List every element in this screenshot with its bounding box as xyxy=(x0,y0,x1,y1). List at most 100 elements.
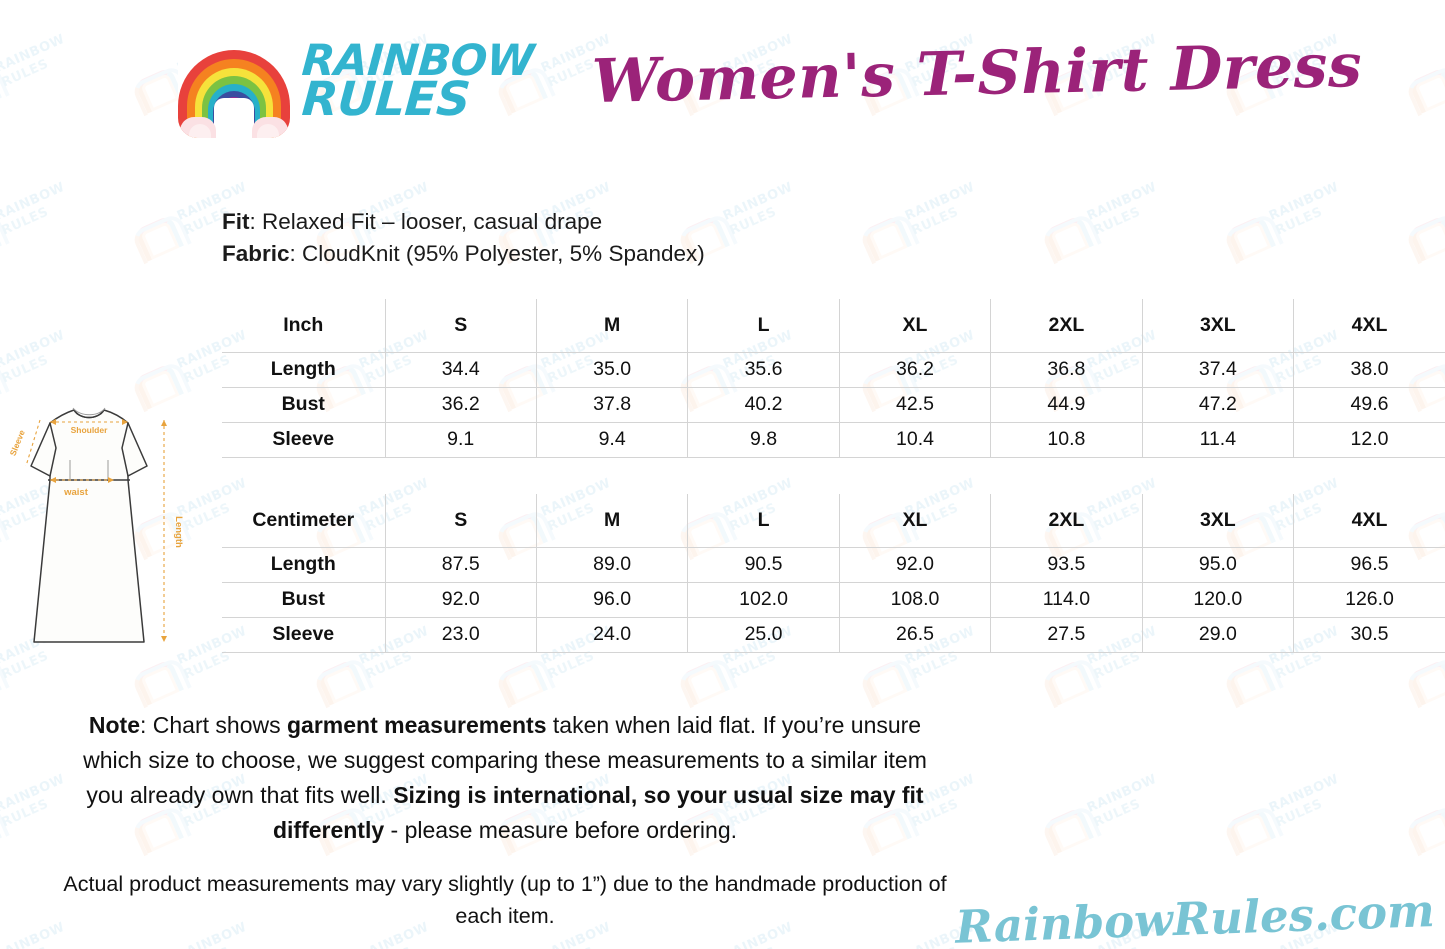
watermark-text-line2: RULES xyxy=(0,648,51,683)
watermark-rainbow-icon xyxy=(1225,806,1277,854)
table-cell: 89.0 xyxy=(536,546,689,583)
table-cell: 12.0 xyxy=(1293,421,1445,458)
table-row: Length 87.5 89.0 90.5 92.0 93.5 95.0 96.5 xyxy=(222,546,1445,583)
table-size-header: M xyxy=(536,299,689,353)
table-body: Length 87.5 89.0 90.5 92.0 93.5 95.0 96.5 Bust 92… xyxy=(222,546,1445,653)
disclaimer-paragraph: Actual product measurements may vary sli… xyxy=(63,872,947,929)
table-row: Bust 36.2 37.8 40.2 42.5 44.9 47.2 49.6 xyxy=(222,386,1445,423)
table-body: Length 34.4 35.0 35.6 36.2 36.8 37.4 38.0 Bust 36… xyxy=(222,351,1445,458)
table-cell: 114.0 xyxy=(990,581,1143,618)
dress-technical-drawing: Shoulder waist Sleeve Length xyxy=(4,392,210,650)
watermark-rainbow-icon xyxy=(1043,806,1095,854)
table-cell: 42.5 xyxy=(839,386,992,423)
table-cell: 44.9 xyxy=(990,386,1143,423)
watermark-text-line2: RULES xyxy=(545,945,596,949)
watermark-text-line2: RULES xyxy=(909,648,961,683)
table-cell: 108.0 xyxy=(839,581,992,618)
watermark-text-line1: RAINBOW xyxy=(902,179,978,224)
watermark-rainbow-icon xyxy=(0,806,3,854)
watermark-rainbow-icon xyxy=(0,510,3,558)
table-cell: 34.4 xyxy=(385,351,537,388)
table-unit-header: Centimeter xyxy=(222,494,386,548)
watermark-text-line2: RULES xyxy=(727,648,779,683)
watermark-rainbow-icon xyxy=(1043,658,1095,706)
table-cell: 49.6 xyxy=(1293,386,1445,423)
cloud-icon xyxy=(178,112,290,138)
watermark-text-line2: RULES xyxy=(1273,204,1325,239)
table-header-row: Inch S M L XL 2XL 3XL 4XL xyxy=(222,299,1445,353)
table-cell: 9.4 xyxy=(536,421,689,458)
watermark-text-line2: RULES xyxy=(727,945,778,949)
table-cell: 93.5 xyxy=(990,546,1143,583)
diagram-label-sleeve: Sleeve xyxy=(8,428,27,457)
watermark-rainbow-icon xyxy=(861,658,913,706)
fit-value: : Relaxed Fit – looser, casual drape xyxy=(249,209,603,234)
table-cell: 37.4 xyxy=(1142,351,1295,388)
table-cell: 9.8 xyxy=(687,421,840,458)
table-size-header: L xyxy=(687,494,840,548)
table-cell: 40.2 xyxy=(687,386,840,423)
watermark-rainbow-icon xyxy=(0,214,3,262)
watermark-rainbow-icon xyxy=(1043,214,1095,262)
watermark-text-line2: RULES xyxy=(1273,648,1325,683)
table-size-header: 2XL xyxy=(990,299,1143,353)
watermark-text-line2: RULES xyxy=(181,648,233,683)
table-head: Inch S M L XL 2XL 3XL 4XL xyxy=(222,299,1445,353)
table-cell: 95.0 xyxy=(1142,546,1295,583)
brand-wordmark: RAINBOW RULES xyxy=(300,36,535,127)
watermark-text-line2: RULES xyxy=(909,945,960,949)
watermark-text-line2: RULES xyxy=(1091,796,1143,831)
watermark-text-line2: RULES xyxy=(0,796,51,831)
table-cell: 36.2 xyxy=(385,386,537,423)
watermark-rainbow-icon xyxy=(0,362,3,410)
table-cell: 29.0 xyxy=(1142,616,1295,653)
table-cell: 92.0 xyxy=(385,581,537,618)
watermark-text-line1: RAINBOW xyxy=(0,919,68,949)
watermark-rainbow-icon xyxy=(497,658,549,706)
table-cell: 10.8 xyxy=(990,421,1143,458)
table-cell: 26.5 xyxy=(839,616,992,653)
table-size-header: S xyxy=(385,299,537,353)
watermark-rainbow-icon xyxy=(315,658,367,706)
watermark-text-line2: RULES xyxy=(1273,796,1325,831)
table-row-label: Bust xyxy=(222,581,386,618)
product-info: Fit: Relaxed Fit – looser, casual drape … xyxy=(222,206,705,270)
watermark-text-line2: RULES xyxy=(1091,204,1143,239)
table-cell: 37.8 xyxy=(536,386,689,423)
table-cell: 11.4 xyxy=(1142,421,1295,458)
note-text-3: - please measure before ordering. xyxy=(384,816,738,843)
watermark-text-line1: RAINBOW xyxy=(0,179,68,224)
table-size-header: 3XL xyxy=(1142,299,1295,353)
fit-label: Fit xyxy=(222,209,250,234)
note-text-1: : Chart shows xyxy=(140,712,287,738)
table-cell: 10.4 xyxy=(839,421,992,458)
size-table-inch: Inch S M L XL 2XL 3XL 4XL Length 34.4 35.0 35.6 36.… xyxy=(222,299,1445,458)
table-size-header: 2XL xyxy=(990,494,1143,548)
watermark-text-line2: RULES xyxy=(1273,945,1324,949)
table-row: Sleeve 9.1 9.4 9.8 10.4 10.8 11.4 12.0 xyxy=(222,421,1445,458)
table-cell: 35.0 xyxy=(536,351,689,388)
watermark-rainbow-icon xyxy=(1225,658,1277,706)
table-cell: 9.1 xyxy=(385,421,537,458)
watermark-text-line2: RULES xyxy=(0,945,51,949)
table-row-label: Sleeve xyxy=(222,616,386,653)
table-head: Centimeter S M L XL 2XL 3XL 4XL xyxy=(222,494,1445,548)
table-size-header: XL xyxy=(839,494,992,548)
fabric-line: Fabric: CloudKnit (95% Polyester, 5% Spa… xyxy=(222,238,705,270)
watermark-rainbow-icon xyxy=(0,658,3,706)
watermark-rainbow-icon xyxy=(679,658,731,706)
watermark-rainbow-icon xyxy=(1225,214,1277,262)
watermark-rainbow-icon xyxy=(133,214,185,262)
table-cell: 96.0 xyxy=(536,581,689,618)
table-row: Bust 92.0 96.0 102.0 108.0 114.0 120.0 126.0 xyxy=(222,581,1445,618)
watermark-text-line1: RAINBOW xyxy=(1084,771,1160,816)
table-cell: 36.8 xyxy=(990,351,1143,388)
table-cell: 25.0 xyxy=(687,616,840,653)
watermark-text-line2: RULES xyxy=(363,648,415,683)
watermark-text-line2: RULES xyxy=(181,945,232,949)
note-text-2: taken when laid flat. If you’re unsure w… xyxy=(83,712,927,808)
